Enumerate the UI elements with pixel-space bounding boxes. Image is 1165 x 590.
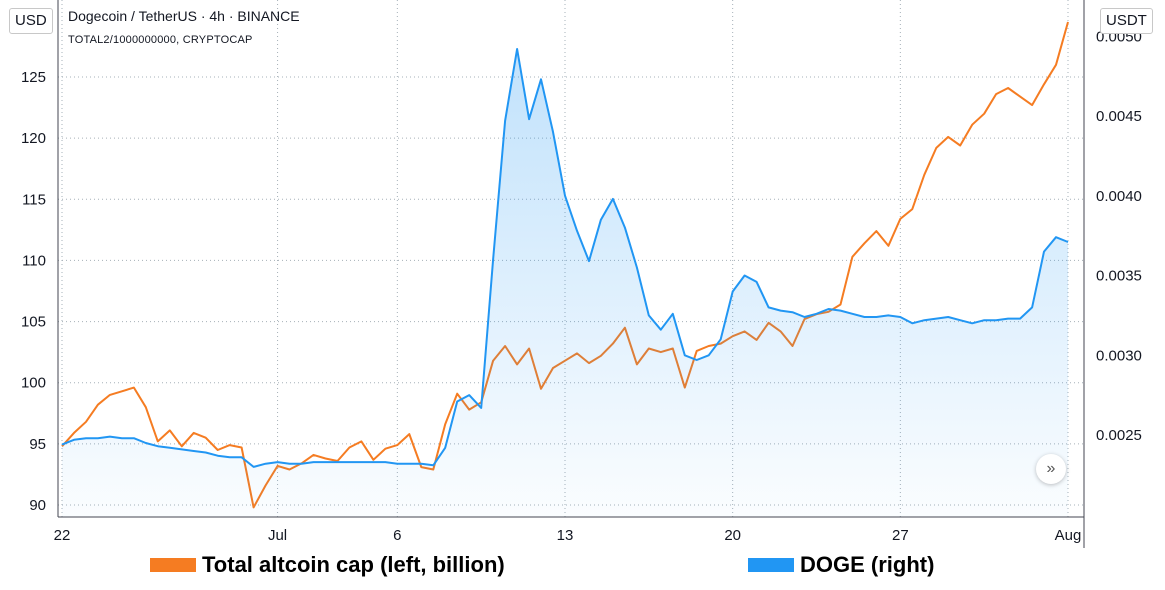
x-axis-ticks: 22 Jul 6 13 20 27 Aug — [54, 527, 1082, 544]
legend-item-altcoin: Total altcoin cap (left, billion) — [150, 552, 505, 578]
doge-series-line — [61, 48, 1069, 468]
left-tick-label: 110 — [22, 252, 46, 269]
left-tick-label: 120 — [21, 130, 46, 147]
left-tick-label: 100 — [21, 375, 46, 392]
scroll-to-realtime-button[interactable]: » — [1036, 454, 1066, 484]
x-tick-label: 13 — [557, 527, 574, 544]
double-chevron-right-icon: » — [1046, 460, 1056, 477]
legend-label-altcoin: Total altcoin cap (left, billion) — [202, 552, 505, 577]
legend-label-doge: DOGE (right) — [800, 552, 935, 577]
doge-area-fill — [62, 49, 1068, 517]
right-unit-badge[interactable]: USDT — [1100, 8, 1153, 34]
plot-area — [61, 21, 1069, 517]
right-tick-label: 0.0045 — [1096, 108, 1142, 125]
left-tick-label: 105 — [21, 314, 46, 331]
left-unit-badge[interactable]: USD — [9, 8, 53, 34]
x-tick-label: 22 — [54, 527, 71, 544]
chart-title: Dogecoin / TetherUS · 4h · BINANCE — [68, 8, 300, 24]
left-axis-ticks: 90 95 100 105 110 115 120 125 — [21, 69, 46, 514]
left-tick-label: 95 — [29, 436, 46, 453]
x-tick-label: 20 — [724, 527, 741, 544]
legend-swatch-doge — [748, 558, 794, 572]
legend-item-doge: DOGE (right) — [748, 552, 934, 578]
right-tick-label: 0.0040 — [1096, 188, 1142, 205]
chart-subtitle: TOTAL2/1000000000, CRYPTOCAP — [68, 34, 253, 46]
left-tick-label: 115 — [22, 191, 46, 208]
legend-swatch-altcoin — [150, 558, 196, 572]
right-tick-label: 0.0035 — [1096, 268, 1142, 285]
right-tick-label: 0.0025 — [1096, 427, 1142, 444]
right-tick-label: 0.0030 — [1096, 347, 1142, 364]
left-tick-label: 90 — [29, 497, 46, 514]
x-tick-label: 6 — [393, 527, 401, 544]
left-tick-label: 125 — [21, 69, 46, 86]
x-tick-label: 27 — [892, 527, 909, 544]
price-chart: 90 95 100 105 110 115 120 125 0.0025 0.0030 0.003… — [21, 0, 1142, 548]
x-tick-label: Aug — [1055, 527, 1082, 544]
x-tick-label: Jul — [268, 527, 287, 544]
